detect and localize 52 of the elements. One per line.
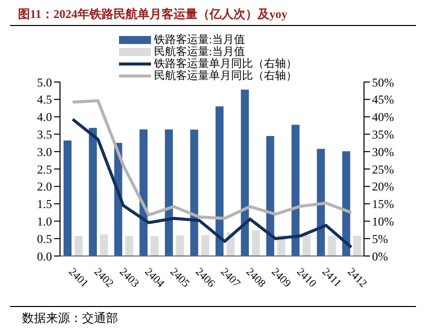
y2-tick-label: 5% (372, 232, 388, 246)
source-note: 数据来源：交通部 (21, 310, 119, 327)
y2-tick-label: 35% (372, 127, 394, 142)
bar (88, 128, 97, 256)
y-tick-label: 4.0 (37, 110, 52, 124)
bar (74, 236, 83, 256)
bar (240, 90, 249, 256)
bar (190, 130, 198, 256)
y-tick-label: 2.5 (37, 162, 52, 176)
bar (164, 129, 173, 256)
line-series (71, 118, 353, 249)
y-tick-label: 1.5 (37, 197, 52, 212)
bar (342, 151, 350, 256)
y2-tick-label: 15% (372, 197, 394, 212)
y2-tick-label: 50% (372, 75, 394, 90)
legend-label: 铁路客运量:当月值 (154, 34, 246, 46)
bar (302, 235, 311, 256)
bar (201, 235, 210, 256)
bar (125, 236, 134, 256)
y2-tick-label: 30% (372, 144, 394, 159)
bar (292, 124, 300, 256)
line-series (71, 99, 353, 220)
legend-label: 民航客运量:当月值 (154, 46, 246, 58)
bar (353, 236, 362, 256)
bar (176, 235, 184, 256)
y-tick-label: 5.0 (37, 75, 52, 90)
y-tick-label: 4.5 (37, 92, 52, 107)
y-tick-label: 2.0 (37, 180, 52, 194)
bar (64, 140, 72, 256)
bar (150, 236, 159, 256)
y2-tick-label: 20% (372, 180, 394, 194)
y-tick-label: 3.5 (37, 127, 52, 142)
bar (216, 106, 224, 256)
y-tick-label: 0.5 (37, 232, 52, 246)
y2-tick-label: 25% (372, 162, 394, 176)
y2-tick-label: 40% (372, 110, 394, 124)
y2-tick-label: 10% (372, 214, 394, 228)
y2-tick-label: 45% (372, 92, 394, 107)
chart-title: 图11：2024年铁路民航单月客运量（亿人次）及yoy (17, 6, 288, 23)
bar (252, 230, 260, 256)
y-tick-label: 0.0 (37, 249, 52, 264)
y-tick-label: 3.0 (37, 144, 52, 159)
bar (100, 234, 108, 256)
bar (316, 148, 325, 256)
legend-label: 民航客运量单月同比（右轴） (154, 70, 297, 82)
bar (140, 129, 148, 256)
legend-label: 铁路客运量单月同比（右轴） (154, 58, 297, 70)
y-tick-label: 1.0 (37, 214, 52, 228)
bar (328, 236, 336, 256)
x-tick-label: 2407 (218, 266, 243, 290)
bar (266, 136, 274, 256)
y2-tick-label: 0% (372, 249, 388, 264)
